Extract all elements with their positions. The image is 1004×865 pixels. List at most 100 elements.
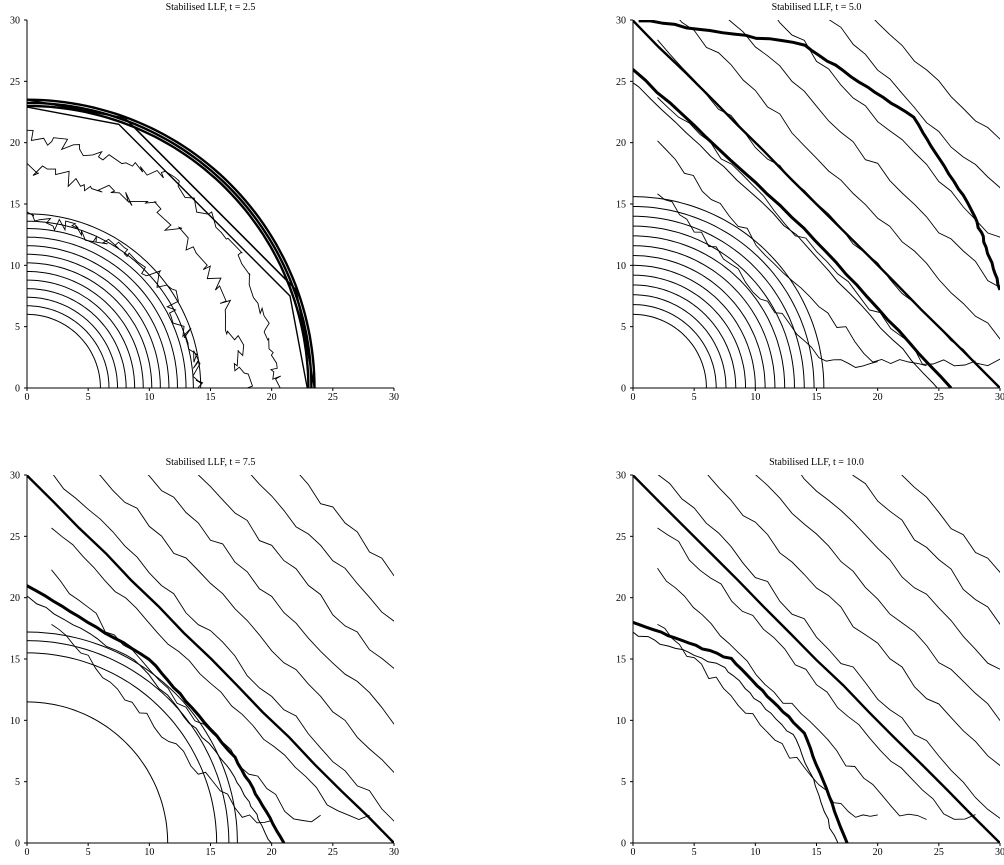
panel-title: Stabilised LLF, t = 5.0 xyxy=(772,2,862,13)
contour-ring-2 xyxy=(633,304,717,388)
x-tick-label: 0 xyxy=(631,392,636,403)
x-tick-label: 25 xyxy=(934,847,944,858)
x-tick-label: 20 xyxy=(873,392,883,403)
inner-front-secondary xyxy=(633,82,938,388)
region-contour-1 xyxy=(657,624,878,818)
outer-shock-arc xyxy=(638,20,1000,291)
contour-ring-7 xyxy=(27,262,153,388)
region-contour-5 xyxy=(679,20,1000,340)
x-tick-label: 20 xyxy=(267,847,277,858)
x-tick-label: 5 xyxy=(86,392,91,403)
region-contour-5 xyxy=(707,475,1000,767)
region-contour-4 xyxy=(657,39,1000,367)
region-contour-2 xyxy=(51,569,321,823)
contour-ring-6 xyxy=(27,271,144,388)
region-contour-9 xyxy=(299,475,394,577)
x-tick-label: 5 xyxy=(692,392,697,403)
x-tick-label: 10 xyxy=(144,392,154,403)
y-tick-label: 15 xyxy=(10,655,20,666)
x-tick-label: 5 xyxy=(692,847,697,858)
x-tick-label: 0 xyxy=(631,847,636,858)
chart-panel-3: 0 5 10 15 20 25 30 0 5 10 15 20 25 30 Stabilised LLF, … xyxy=(10,457,399,858)
y-tick-label: 20 xyxy=(10,593,20,604)
outer-shock-line-2 xyxy=(27,101,313,388)
region-contour-7 xyxy=(777,20,1000,238)
region-contour-5 xyxy=(98,475,394,773)
contour-ring-9 xyxy=(27,245,170,388)
contour-ring-12 xyxy=(633,206,815,388)
y-tick-label: 25 xyxy=(616,532,626,543)
contour-ring-4 xyxy=(27,631,238,843)
x-tick-label: 10 xyxy=(750,847,760,858)
x-tick-label: 15 xyxy=(812,847,822,858)
region-contour-3 xyxy=(657,97,976,367)
y-tick-label: 20 xyxy=(616,138,626,149)
contour-ring-5 xyxy=(633,274,746,388)
diagonal-front xyxy=(633,20,1000,388)
contour-ring-2 xyxy=(27,305,110,388)
region-contour-2 xyxy=(657,567,927,820)
y-tick-label: 30 xyxy=(616,471,626,482)
x-tick-label: 30 xyxy=(389,847,399,858)
region-contour-6 xyxy=(755,475,1000,722)
region-contour-7 xyxy=(800,475,1000,670)
contour-lines xyxy=(27,98,316,388)
contour-ring-12 xyxy=(27,220,194,388)
x-tick-label: 30 xyxy=(995,392,1004,403)
contour-ring-6 xyxy=(633,264,756,388)
region-contour-2 xyxy=(657,140,927,367)
contour-ring-1 xyxy=(27,313,101,388)
panel-title: Stabilised LLF, t = 2.5 xyxy=(166,2,256,13)
contour-ring-1 xyxy=(633,313,707,388)
reflected-front xyxy=(27,98,316,388)
contour-ring-4 xyxy=(27,288,127,388)
y-tick-label: 25 xyxy=(10,77,20,88)
contour-ring-5 xyxy=(27,279,136,388)
y-tick-label: 25 xyxy=(616,77,626,88)
x-tick-label: 0 xyxy=(25,392,30,403)
contour-lines xyxy=(27,475,394,843)
inner-front-secondary xyxy=(27,595,273,843)
y-tick-label: 10 xyxy=(10,716,20,727)
region-contour-3 xyxy=(51,527,370,820)
chart-panel-4: 0 5 10 15 20 25 30 0 5 10 15 20 25 30 Stabilised LLF, … xyxy=(616,457,1004,858)
diagonal-front xyxy=(27,475,394,843)
panel-title: Stabilised LLF, t = 10.0 xyxy=(769,457,864,468)
region-contour-9 xyxy=(901,475,1000,574)
contour-ring-11 xyxy=(633,215,805,388)
y-tick-label: 0 xyxy=(15,839,20,850)
region-contour-6 xyxy=(728,20,1000,289)
region-contour-7 xyxy=(197,475,394,670)
x-tick-label: 20 xyxy=(267,392,277,403)
contour-ring-2 xyxy=(27,652,218,843)
contour-ring-8 xyxy=(27,253,161,388)
irregular-contour-3 xyxy=(27,129,282,388)
irregular-contour-1 xyxy=(27,162,254,388)
region-contour-8 xyxy=(250,475,394,622)
x-tick-label: 20 xyxy=(873,847,883,858)
outer-shock-line-3 xyxy=(27,104,310,388)
contour-ring-10 xyxy=(27,236,178,388)
y-tick-label: 30 xyxy=(616,16,626,27)
panel-title: Stabilised LLF, t = 7.5 xyxy=(166,457,256,468)
contour-ring-9 xyxy=(633,235,786,388)
y-tick-label: 25 xyxy=(10,532,20,543)
contour-ring-3 xyxy=(27,640,230,843)
x-tick-label: 0 xyxy=(25,847,30,858)
contour-ring-11 xyxy=(27,228,187,388)
y-tick-label: 20 xyxy=(616,593,626,604)
inner-front-secondary xyxy=(633,631,839,843)
y-tick-label: 10 xyxy=(10,261,20,272)
x-tick-label: 25 xyxy=(934,392,944,403)
inner-front xyxy=(27,584,286,843)
x-tick-label: 15 xyxy=(206,847,216,858)
contour-ring-1 xyxy=(27,701,169,843)
contour-ring-3 xyxy=(633,294,727,388)
contour-ring-10 xyxy=(633,225,795,388)
y-tick-label: 5 xyxy=(15,322,20,333)
chart-panel-1: 0 5 10 15 20 25 30 0 5 10 15 20 25 30 Stabilised LLF, … xyxy=(10,2,399,403)
y-tick-label: 5 xyxy=(621,322,626,333)
y-tick-label: 0 xyxy=(621,384,626,395)
region-contour-8 xyxy=(828,20,1000,189)
